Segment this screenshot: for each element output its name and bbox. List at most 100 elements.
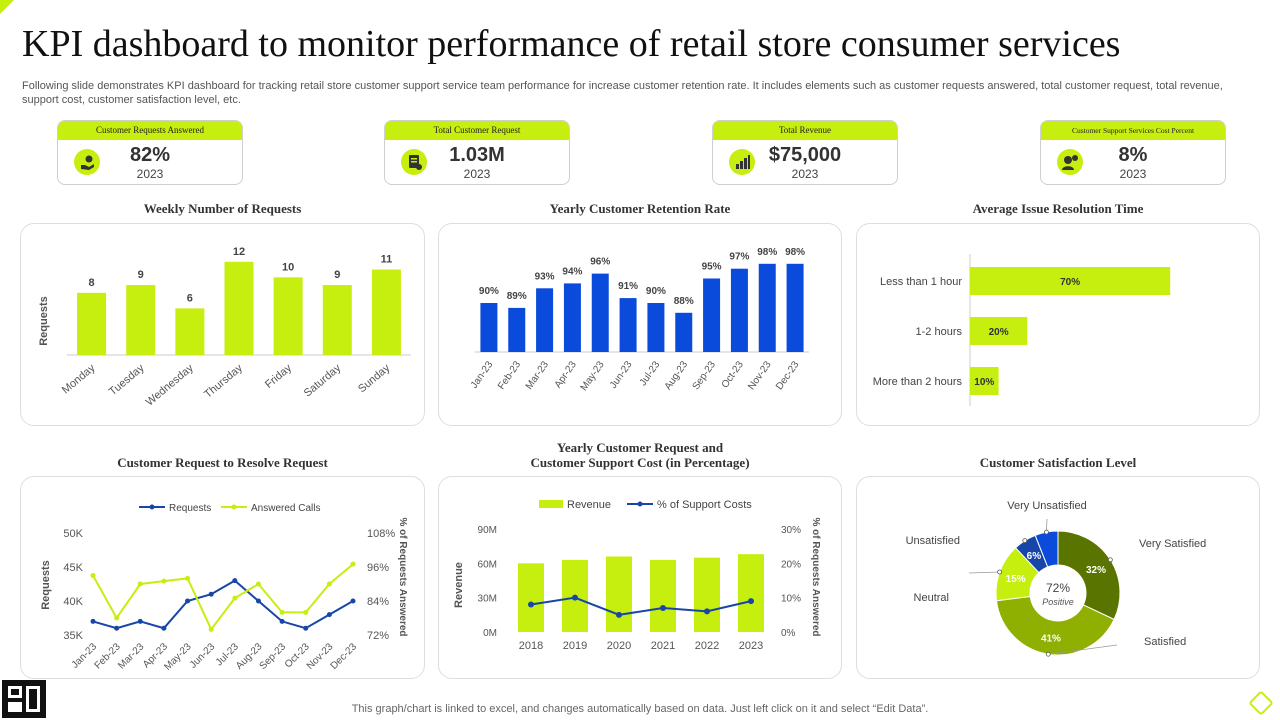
y2-tick-label: 72% bbox=[367, 630, 389, 642]
data-label: 91% bbox=[618, 281, 638, 292]
bar bbox=[758, 263, 776, 352]
slice-name-label: Very Satisfied bbox=[1139, 538, 1206, 550]
weekly-requests-svg: 8 Monday 9 Tuesday 6 Wednesday 12 Thursday 10 Fri… bbox=[38, 246, 411, 409]
bar bbox=[480, 303, 498, 352]
legend-marker bbox=[637, 501, 643, 507]
data-point bbox=[660, 604, 666, 611]
pie-slice bbox=[1057, 530, 1121, 621]
data-point bbox=[326, 581, 332, 587]
legend-label: Revenue bbox=[567, 499, 611, 511]
bar bbox=[175, 308, 205, 355]
center-label: Positive bbox=[1042, 597, 1074, 607]
x-tick-label: Mar-23 bbox=[116, 641, 146, 671]
x-tick-label: Tuesday bbox=[107, 362, 147, 398]
center-value: 72% bbox=[1046, 581, 1070, 595]
kpi-card-requests-answered: Customer Requests Answered 82% 2023 bbox=[57, 120, 243, 185]
data-label: 97% bbox=[729, 252, 749, 263]
y2-tick-label: 0% bbox=[781, 628, 796, 639]
data-label: 8 bbox=[89, 277, 95, 289]
y-tick-label: 35K bbox=[63, 630, 83, 642]
bar bbox=[371, 269, 401, 355]
retention-rate-svg: 90% Jan-23 89% Feb-23 93% Mar-23 94% Apr-23 96% M… bbox=[469, 247, 809, 393]
bar bbox=[703, 278, 721, 352]
data-point bbox=[255, 598, 261, 604]
kpi-card-support-cost: Customer Support Services Cost Percent 8… bbox=[1040, 120, 1226, 185]
retention-rate-chart: 90% Jan-23 89% Feb-23 93% Mar-23 94% Apr-23 96% M… bbox=[438, 223, 842, 426]
pie-slice bbox=[1034, 530, 1059, 568]
bar bbox=[970, 267, 1171, 295]
data-label: 95% bbox=[702, 262, 722, 273]
support-agent-icon bbox=[1057, 149, 1083, 175]
data-point bbox=[350, 561, 356, 567]
bar bbox=[970, 317, 1028, 345]
x-tick-label: Jun-23 bbox=[188, 641, 218, 671]
legend-label: Answered Calls bbox=[251, 503, 320, 514]
data-label: 98% bbox=[757, 247, 777, 258]
x-tick-label: Nov-23 bbox=[746, 359, 774, 392]
data-point bbox=[90, 618, 96, 624]
slice-label: 41% bbox=[1041, 633, 1061, 644]
legend-marker bbox=[231, 504, 237, 510]
series-line bbox=[530, 596, 752, 616]
brand-logo-icon bbox=[0, 678, 48, 720]
leader-dot bbox=[1022, 538, 1028, 544]
data-point bbox=[572, 594, 578, 601]
y2-axis-label: % of Requests Answered bbox=[810, 517, 821, 636]
kpi-year: 2023 bbox=[463, 167, 491, 181]
data-label: 11 bbox=[381, 254, 393, 266]
data-label: 89% bbox=[507, 291, 527, 302]
y-tick-label: 50K bbox=[63, 528, 83, 540]
y-tick-label: 90M bbox=[478, 525, 497, 536]
leader-dot bbox=[1107, 557, 1113, 563]
panel-title-weekly: Weekly Number of Requests bbox=[143, 201, 302, 216]
category-label: More than 2 hours bbox=[873, 376, 963, 388]
y2-tick-label: 96% bbox=[367, 562, 389, 574]
data-point bbox=[161, 578, 167, 584]
x-tick-label: Feb-23 bbox=[496, 359, 523, 392]
y2-axis-label: % of Requests Answered bbox=[397, 517, 408, 636]
bar-growth-icon bbox=[729, 149, 755, 175]
x-tick-label: May-23 bbox=[162, 641, 194, 673]
x-tick-label: Thursday bbox=[202, 362, 245, 401]
slice-label: 15% bbox=[1006, 574, 1026, 585]
bar bbox=[518, 563, 544, 632]
kpi-value: $75,000 bbox=[768, 144, 842, 166]
leader-dot bbox=[997, 569, 1003, 575]
bar bbox=[591, 273, 609, 352]
panel-title-cost-line1: Yearly Customer Request and bbox=[556, 440, 724, 455]
data-point bbox=[704, 608, 710, 615]
slice-name-label: Unsatisfied bbox=[906, 535, 960, 547]
y-tick-label: 0M bbox=[483, 628, 497, 639]
data-label: 88% bbox=[674, 296, 694, 307]
resolve-request-chart: 35K 40K 45K 50K 72% 84% 96% 108% Jan-23 Feb-23 Mar… bbox=[20, 476, 425, 679]
support-cost-svg: 0M 30M 60M 90M 0% 10% 20% 30% 2018 2019 2020 2021 20… bbox=[453, 499, 821, 652]
kpi-label: Total Revenue bbox=[713, 121, 897, 140]
data-label: 94% bbox=[562, 266, 582, 277]
data-label: 98% bbox=[785, 247, 805, 258]
data-label: 12 bbox=[233, 246, 245, 258]
kpi-year: 2023 bbox=[791, 167, 819, 181]
bar bbox=[224, 261, 254, 355]
data-point bbox=[303, 609, 309, 615]
bar bbox=[508, 307, 526, 352]
legend-swatch bbox=[539, 500, 563, 508]
page-title: KPI dashboard to monitor performance of … bbox=[22, 23, 1121, 65]
kpi-label: Customer Requests Answered bbox=[58, 121, 242, 140]
y-axis-label: Requests bbox=[38, 296, 50, 346]
leader-dot bbox=[1043, 529, 1049, 535]
y-tick-label: 40K bbox=[63, 596, 83, 608]
kpi-year: 2023 bbox=[1119, 167, 1147, 181]
panel-title-satisfaction: Customer Satisfaction Level bbox=[979, 455, 1137, 470]
x-tick-label: Jul-23 bbox=[638, 359, 663, 388]
x-tick-label: 2019 bbox=[563, 640, 587, 652]
y2-tick-label: 10% bbox=[781, 594, 801, 605]
satisfaction-svg: 32% Very Satisfied 41% Satisfied 15% Neutral 6… bbox=[906, 500, 1206, 657]
bar bbox=[77, 292, 107, 355]
x-tick-label: Jan-23 bbox=[469, 359, 496, 391]
data-point bbox=[232, 578, 238, 584]
leader-dot bbox=[1045, 651, 1051, 657]
kpi-card-total-request: Total Customer Request 1.03M 2023 bbox=[384, 120, 570, 185]
data-point bbox=[208, 626, 214, 632]
x-tick-label: Wednesday bbox=[144, 362, 196, 409]
x-tick-label: May-23 bbox=[579, 359, 607, 393]
